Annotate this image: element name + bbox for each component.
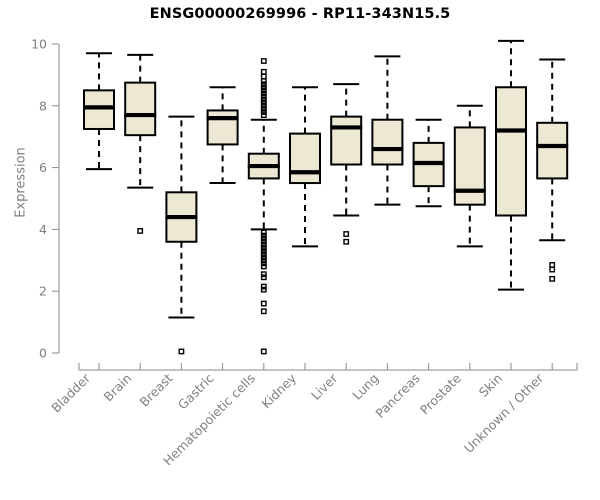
box-plot-item (247, 58, 280, 355)
x-tick-label: Lung (349, 371, 381, 403)
box-plot-item (124, 53, 157, 234)
x-tick-label: Pancreas (372, 371, 422, 421)
x-tick-label: Bladder (48, 370, 93, 415)
box-plot-item (206, 86, 239, 185)
box-plot-item (371, 55, 404, 206)
box-plot-item (412, 118, 445, 208)
y-tick-label: 4 (39, 222, 47, 237)
x-tick-label: Brain (101, 371, 135, 405)
x-tick-label: Skin (476, 371, 505, 400)
box-plot-item (83, 52, 115, 171)
box-plot-item (536, 58, 569, 282)
x-tick-label: Kidney (258, 370, 299, 411)
y-tick-label: 8 (39, 98, 47, 113)
box-plot-item (289, 86, 321, 248)
chart-title: ENSG00000269996 - RP11-343N15.5 (149, 6, 451, 22)
x-tick-label: Breast (136, 370, 175, 409)
y-axis: 0 2 4 6 8 10 (31, 37, 60, 361)
y-tick-label: 10 (31, 37, 47, 52)
x-tick-label: Prostate (417, 370, 464, 417)
y-tick-label: 2 (39, 284, 47, 299)
x-axis (78, 363, 578, 371)
box-plot-item (453, 104, 486, 248)
x-tick-label: Liver (308, 370, 341, 403)
y-tick-label: 0 (39, 346, 47, 361)
box-plot-item (495, 39, 527, 291)
y-tick-label: 6 (39, 160, 47, 175)
box-plot-item (330, 83, 363, 245)
x-tick-label: Unknown / Other (461, 370, 547, 456)
box-plot-item (165, 115, 198, 355)
box-series (83, 39, 569, 355)
